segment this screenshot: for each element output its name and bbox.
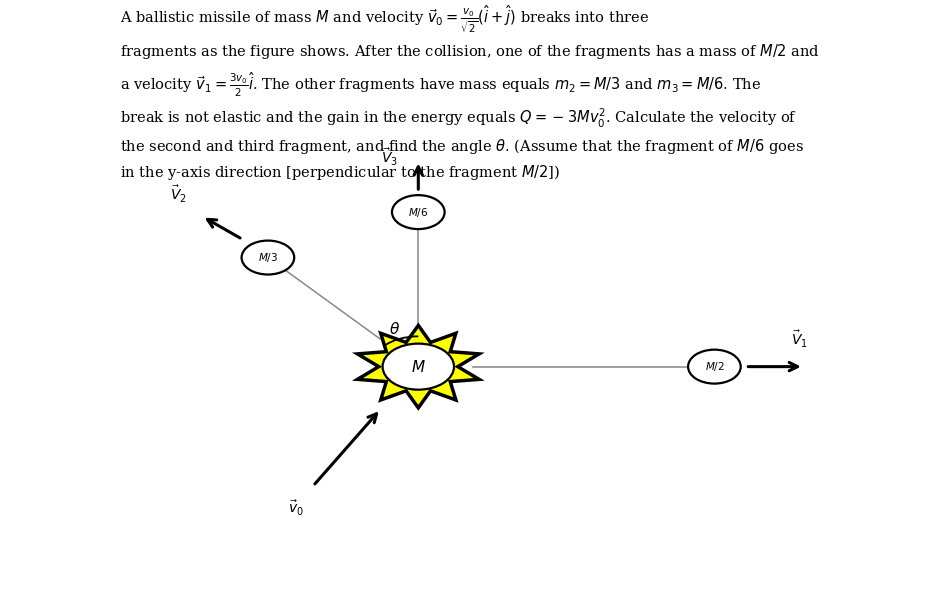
Text: $M/6$: $M/6$	[408, 205, 429, 219]
Text: $\vec{V}_1$: $\vec{V}_1$	[791, 328, 807, 350]
Text: $M/3$: $M/3$	[258, 251, 278, 264]
Text: $M/2$: $M/2$	[705, 360, 724, 373]
Text: $\theta$: $\theta$	[389, 321, 400, 337]
Text: $\vec{V}_3$: $\vec{V}_3$	[381, 147, 398, 168]
Text: A ballistic missile of mass $M$ and velocity $\vec{v}_0 = \frac{v_0}{\sqrt{2}}(\: A ballistic missile of mass $M$ and velo…	[120, 3, 820, 182]
Text: $M$: $M$	[411, 359, 426, 375]
Circle shape	[392, 195, 445, 229]
Polygon shape	[357, 325, 479, 408]
Text: $\vec{V}_2$: $\vec{V}_2$	[170, 184, 187, 205]
Circle shape	[242, 241, 294, 275]
Circle shape	[383, 344, 454, 390]
Text: $\vec{v}_0$: $\vec{v}_0$	[289, 499, 304, 518]
Circle shape	[688, 350, 741, 384]
